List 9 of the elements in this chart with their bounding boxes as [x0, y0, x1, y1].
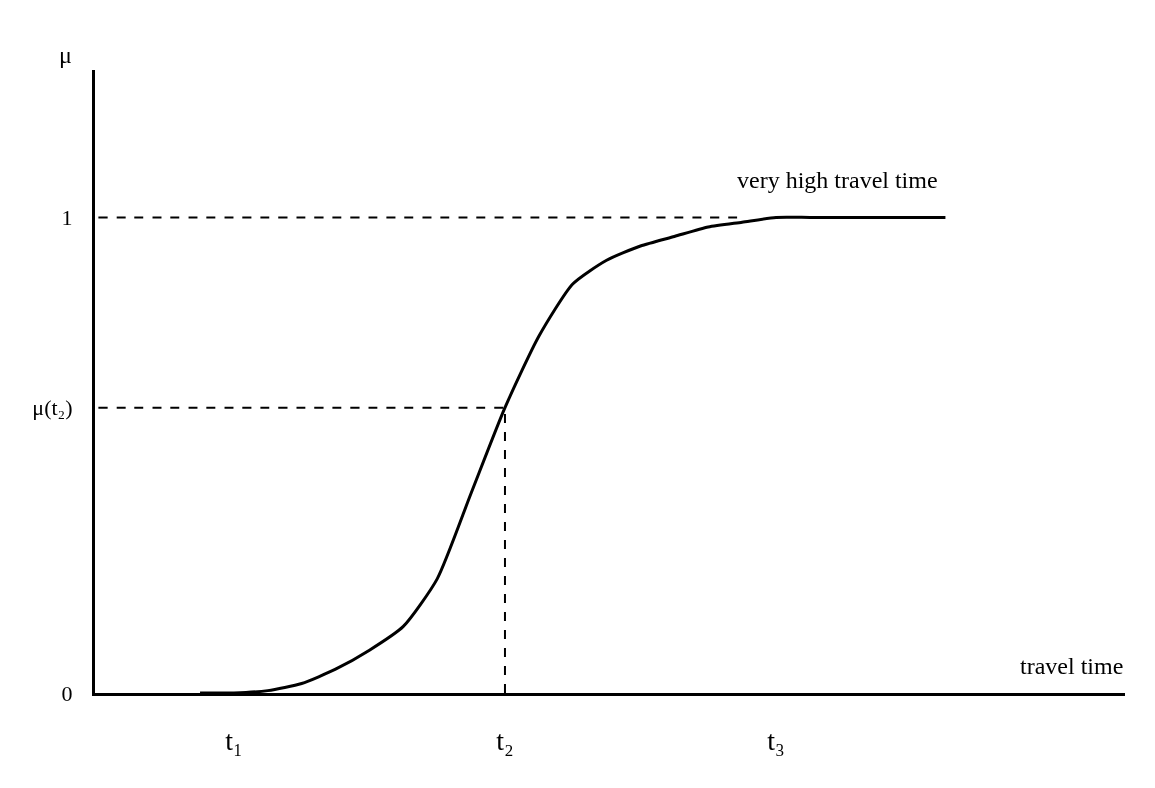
x-tick-label: t₂ [496, 724, 514, 756]
x-tick-label: t₁ [225, 724, 243, 756]
y-axis-title: μ [59, 42, 72, 68]
x-tick-label: t₃ [767, 724, 785, 756]
annotation: very high travel time [737, 167, 938, 193]
y-tick-label: μ(t₂) [32, 395, 73, 421]
y-tick-label: 1 [61, 205, 73, 231]
y-tick-label: 0 [61, 680, 73, 706]
x-axis-title: travel time [1020, 653, 1124, 679]
